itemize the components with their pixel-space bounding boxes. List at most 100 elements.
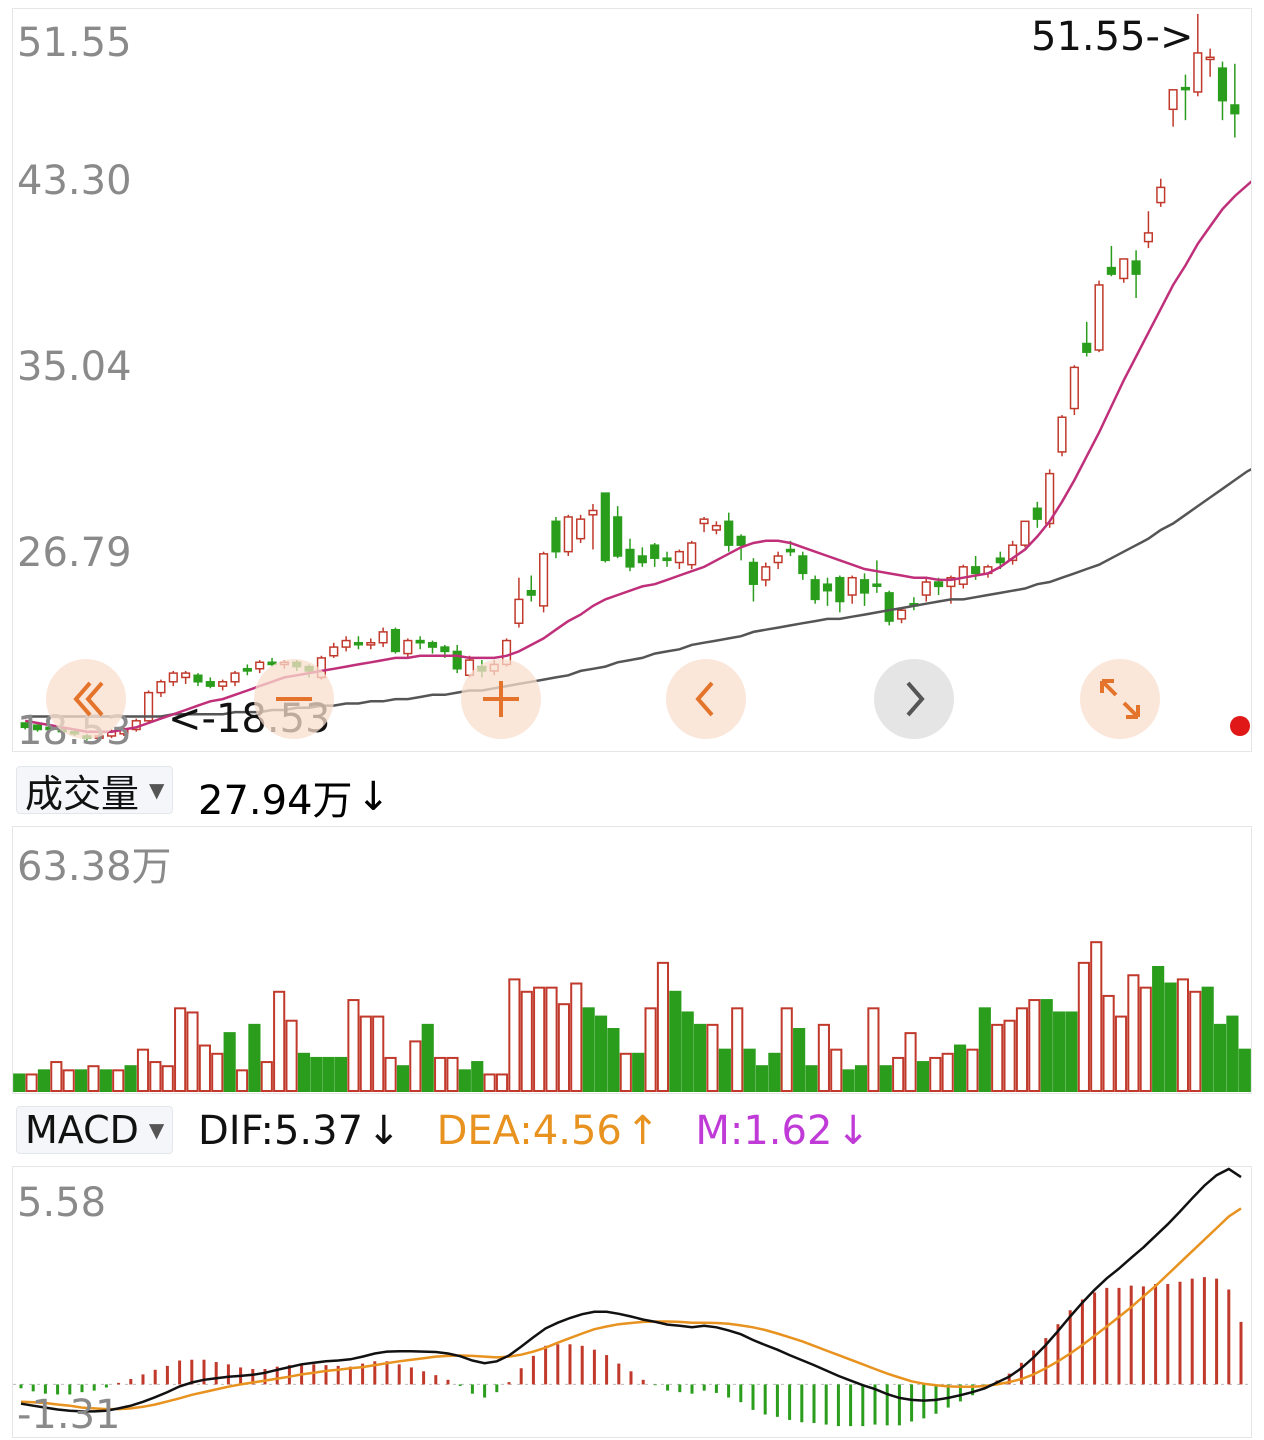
- candle-body: [329, 646, 339, 657]
- expand-icon[interactable]: [1080, 659, 1160, 739]
- candle-body: [1032, 507, 1042, 520]
- live-indicator-dot: [1230, 716, 1250, 736]
- volume-bar: [892, 1056, 905, 1092]
- minus-icon[interactable]: [254, 659, 334, 739]
- price-axis-label-max: 51.55: [17, 20, 132, 66]
- candle-body: [1143, 232, 1154, 243]
- candle-body: [144, 691, 154, 722]
- candle-body: [958, 566, 968, 585]
- candle-body: [1119, 258, 1129, 280]
- caret-down-icon: ▼: [149, 778, 165, 802]
- candle-body: [934, 581, 944, 588]
- volume-bar: [1213, 1023, 1227, 1093]
- volume-indicator-selector[interactable]: 成交量 ▼: [16, 766, 174, 816]
- volume-bar: [793, 1027, 806, 1092]
- volume-bar: [1238, 1048, 1251, 1092]
- left-icon[interactable]: [666, 659, 746, 739]
- volume-bar: [1127, 974, 1140, 1092]
- volume-bar: [743, 1048, 756, 1092]
- volume-bar: [87, 1065, 100, 1092]
- macd-chart-panel[interactable]: 5.58 -1.31: [12, 1166, 1252, 1438]
- volume-bar: [780, 1007, 793, 1093]
- candle-body: [378, 631, 388, 644]
- volume-bar: [186, 1011, 199, 1092]
- volume-bar: [1152, 965, 1165, 1092]
- volume-bar: [223, 1032, 236, 1092]
- candle-body: [366, 641, 376, 646]
- right-icon[interactable]: [874, 659, 954, 739]
- candle-body: [440, 646, 450, 653]
- price-chart-panel[interactable]: 51.55 43.30 35.04 26.79 18.53 51.55-> <-…: [12, 8, 1252, 752]
- candle-body: [1020, 520, 1030, 546]
- candle-body: [353, 641, 364, 646]
- candle-body: [1069, 366, 1079, 410]
- volume-bar: [1189, 990, 1202, 1092]
- volume-bar: [681, 1011, 694, 1092]
- candle-body: [1230, 104, 1240, 115]
- macd-dea-arrow: ↑: [625, 1108, 660, 1154]
- candle-body: [242, 668, 252, 672]
- double-left-icon[interactable]: [46, 659, 126, 739]
- candle-body: [736, 535, 746, 546]
- volume-bar: [136, 1048, 150, 1092]
- volume-bar: [347, 999, 360, 1092]
- volume-bar: [545, 986, 558, 1092]
- candle-body: [761, 566, 771, 581]
- volume-bar-chart[interactable]: [13, 827, 1251, 1093]
- candle-body: [45, 726, 55, 731]
- candle-body: [971, 566, 981, 575]
- volume-bar: [434, 1056, 447, 1092]
- candle-body: [1008, 544, 1018, 562]
- volume-bar: [37, 1069, 51, 1093]
- candle-body: [946, 576, 956, 588]
- candle-body: [810, 579, 820, 601]
- volume-bar: [1090, 941, 1103, 1093]
- volume-bar: [916, 1061, 930, 1093]
- volume-bar: [25, 1073, 38, 1092]
- candle-body: [156, 681, 166, 694]
- macd-dif-line: [20, 1167, 1242, 1413]
- volume-bar: [904, 1032, 917, 1092]
- volume-bar: [1201, 986, 1214, 1092]
- volume-bar: [842, 1069, 855, 1093]
- candle-body: [995, 557, 1005, 564]
- volume-bar: [310, 1056, 323, 1092]
- candlestick-chart[interactable]: [13, 9, 1251, 751]
- volume-chart-panel[interactable]: 63.38万: [12, 826, 1252, 1094]
- volume-bar: [879, 1065, 892, 1092]
- volume-bar: [372, 1015, 385, 1093]
- long-moving-average-line: [25, 467, 1251, 718]
- macd-readout: DIF:5.37 ↓ DEA:4.56 ↑ M:1.62 ↓: [198, 1108, 870, 1154]
- candle-body: [526, 589, 536, 596]
- candle-body: [255, 661, 265, 670]
- macd-chart[interactable]: [13, 1167, 1251, 1437]
- volume-trend-arrow: ↓: [356, 774, 391, 820]
- volume-axis-max: 63.38万: [17, 844, 172, 890]
- caret-down-icon: ▼: [148, 1118, 165, 1142]
- candle-body: [1106, 266, 1116, 275]
- candle-body: [859, 579, 870, 594]
- candle-body: [662, 557, 672, 562]
- volume-bar: [1114, 1015, 1128, 1093]
- macd-indicator-selector[interactable]: MACD ▼: [16, 1106, 174, 1154]
- volume-bar: [619, 1052, 632, 1093]
- volume-bar: [582, 1007, 595, 1093]
- volume-bar: [656, 961, 670, 1092]
- volume-bar: [483, 1073, 496, 1092]
- volume-bar: [13, 1073, 26, 1092]
- price-axis-label-3: 35.04: [17, 344, 132, 390]
- volume-bar: [149, 1061, 162, 1093]
- candle-body: [674, 550, 684, 564]
- macd-dea-line: [20, 1207, 1242, 1411]
- candle-body: [539, 553, 549, 607]
- volume-bar: [607, 1027, 620, 1092]
- candle-body: [576, 518, 586, 540]
- volume-bar: [409, 1040, 422, 1092]
- candle-body: [563, 516, 573, 553]
- volume-bar: [495, 1073, 509, 1092]
- macd-axis-min: -1.31: [17, 1392, 121, 1438]
- plus-icon[interactable]: [461, 659, 541, 739]
- volume-bar: [421, 1023, 434, 1093]
- volume-selector-label: 成交量: [25, 771, 140, 816]
- volume-bar: [161, 1065, 174, 1092]
